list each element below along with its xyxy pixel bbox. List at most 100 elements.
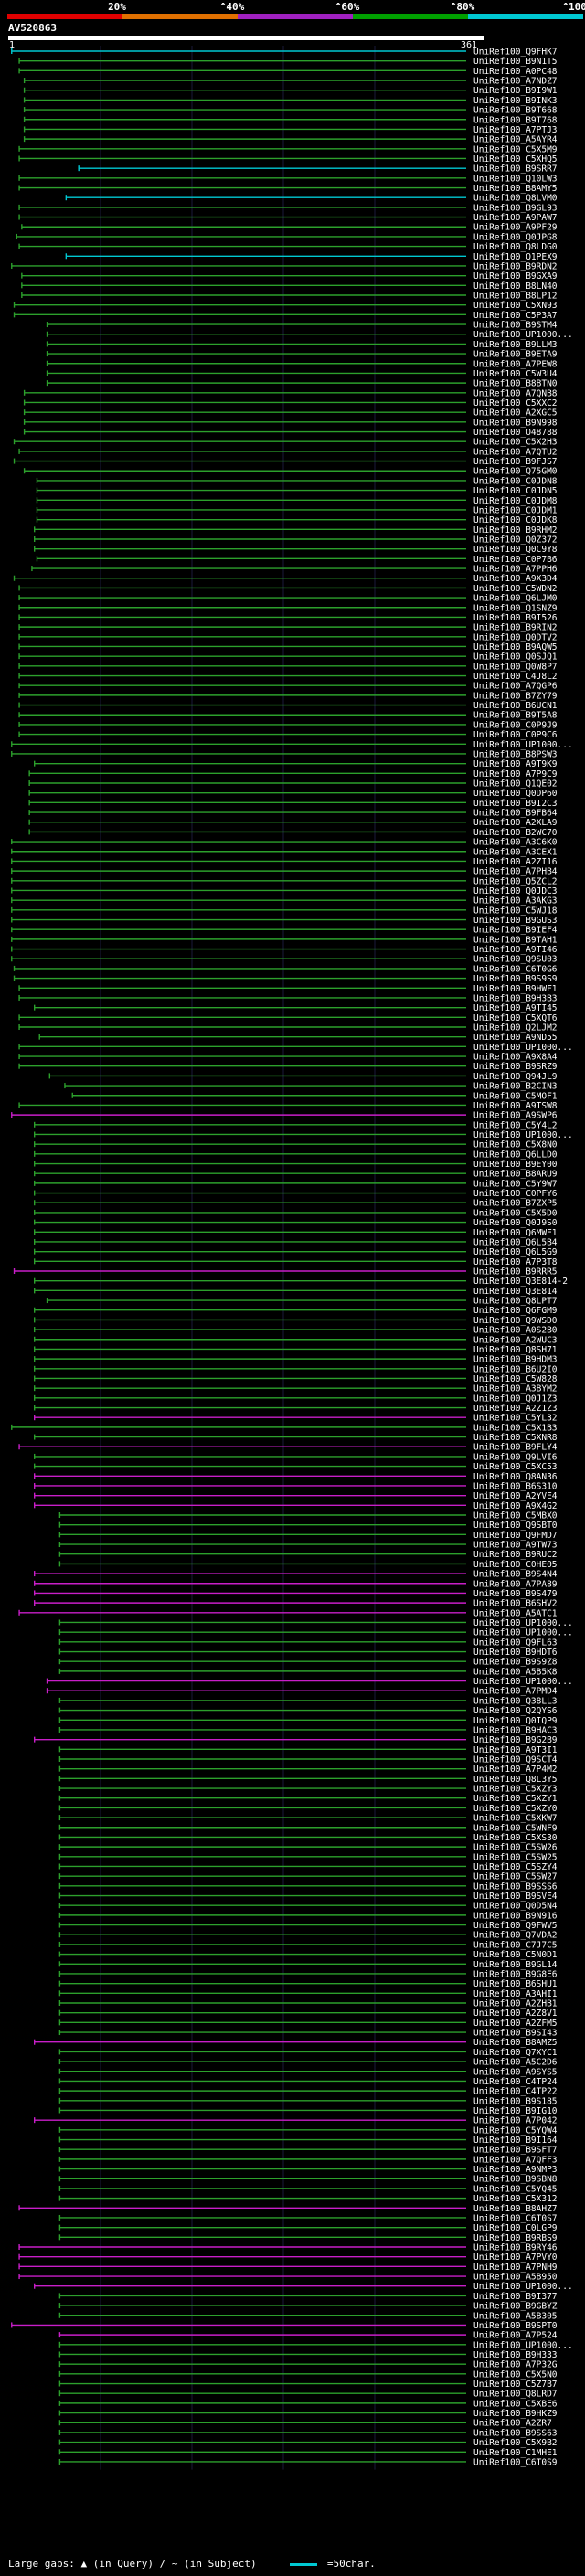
query-bar — [8, 36, 484, 40]
hit-label: UniRef100_B9I526 — [473, 613, 558, 623]
query-start-tick: 1 — [9, 40, 16, 50]
hit-label: UniRef100_B8ARU9 — [473, 1170, 558, 1180]
hit-label: UniRef100_B9ETA9 — [473, 350, 558, 360]
hit-label: UniRef100_C5XBE6 — [473, 2399, 558, 2409]
hit-label: UniRef100_Q0JPG8 — [473, 232, 558, 242]
hit-label: UniRef100_C4TP22 — [473, 2087, 558, 2097]
hit-label: UniRef100_A9SYS5 — [473, 2067, 558, 2077]
hit-label: UniRef100_A0PC48 — [473, 67, 558, 77]
hit-label: UniRef100_C1MHE1 — [473, 2448, 558, 2458]
legend-label: 20% — [108, 1, 126, 13]
hit-label: UniRef100_A5B950 — [473, 2273, 558, 2283]
hit-label: UniRef100_B9HAC3 — [473, 1725, 558, 1735]
hit-label: UniRef100_A7P042 — [473, 2116, 558, 2126]
hit-label: UniRef100_Q6L5B4 — [473, 1237, 558, 1247]
hit-label: UniRef100_B9SS63 — [473, 2428, 558, 2438]
hit-label: UniRef100_A9X8A4 — [473, 1053, 558, 1063]
query-title: AV520863 — [8, 22, 57, 34]
hit-label: UniRef100_Q9LVI6 — [473, 1452, 558, 1462]
hit-label: UniRef100_Q8L3Y5 — [473, 1775, 558, 1785]
hit-label: UniRef100_A9NMP3 — [473, 2165, 558, 2175]
hit-label: UniRef100_Q0DP60 — [473, 789, 558, 799]
hit-label: UniRef100_C5YQW4 — [473, 2125, 558, 2136]
hit-label: UniRef100_Q3E814 — [473, 1287, 558, 1297]
hit-label: UniRef100_C0JDN8 — [473, 476, 558, 486]
hit-label: UniRef100_Q0JDC3 — [473, 886, 558, 896]
hit-label: UniRef100_B9S9S9 — [473, 974, 558, 984]
hit-label: UniRef100_A9X3D4 — [473, 574, 558, 584]
hit-label: UniRef100_B9AQW5 — [473, 642, 558, 652]
hit-label: UniRef100_A9TI46 — [473, 945, 558, 955]
hit-label: UniRef100_A2YVE4 — [473, 1491, 558, 1501]
hit-label: UniRef100_C5SW26 — [473, 1843, 558, 1853]
hit-label: UniRef100_C5XS30 — [473, 1833, 558, 1843]
hit-label: UniRef100_UP1000... — [473, 1043, 573, 1053]
hit-label: UniRef100_C6T0S7 — [473, 2213, 558, 2223]
hit-label: UniRef100_B7ZXP5 — [473, 1199, 558, 1209]
hit-label: UniRef100_B9LLM3 — [473, 340, 558, 350]
scale-line — [290, 2562, 318, 2566]
hit-label: UniRef100_Q6LLD0 — [473, 1150, 558, 1160]
hit-label: UniRef100_C5X9B2 — [473, 2438, 558, 2448]
hit-label: UniRef100_A2XGC5 — [473, 408, 558, 419]
hit-label: UniRef100_B9H3B3 — [473, 993, 558, 1003]
hit-label: UniRef100_C5X5M9 — [473, 144, 558, 154]
hit-label: UniRef100_B9HWF1 — [473, 984, 558, 994]
hit-label: UniRef100_A7QTU2 — [473, 447, 558, 457]
hit-label: UniRef100_A2ZR7 — [473, 2419, 552, 2429]
hit-label: UniRef100_A5C2D6 — [473, 2058, 558, 2068]
hit-label: UniRef100_C5P3A7 — [473, 311, 558, 321]
hit-label: UniRef100_C5X5N0 — [473, 2369, 558, 2380]
hit-label: UniRef100_B9RUC2 — [473, 1550, 558, 1560]
hit-label: UniRef100_C5X1B3 — [473, 1423, 558, 1433]
hit-label: UniRef100_C5XHQ5 — [473, 154, 558, 164]
hit-label: UniRef100_B9S479 — [473, 1589, 558, 1599]
hit-label: UniRef100_A7QFF3 — [473, 2155, 558, 2165]
hit-label: UniRef100_C5XZY1 — [473, 1794, 558, 1804]
hit-label: UniRef100_B9INK3 — [473, 96, 558, 106]
hit-label: UniRef100_Q0Z372 — [473, 535, 558, 546]
hit-label: UniRef100_Q38LL3 — [473, 1696, 558, 1706]
hit-label: UniRef100_Q8LRD7 — [473, 2390, 558, 2400]
hit-label: UniRef100_Q8LPT7 — [473, 1297, 558, 1307]
hit-label: UniRef100_Q75GM0 — [473, 467, 558, 477]
hit-label: UniRef100_B9GL93 — [473, 203, 558, 213]
hit-label: UniRef100_C5XQT6 — [473, 1013, 558, 1023]
hit-label: UniRef100_Q0D5N4 — [473, 1902, 558, 1912]
hit-label: UniRef100_A9TW73 — [473, 1541, 558, 1551]
hit-label: UniRef100_C5X5D0 — [473, 1208, 558, 1218]
hit-label: UniRef100_Q9SCT4 — [473, 1755, 558, 1765]
hit-label: UniRef100_B9IEF4 — [473, 926, 558, 936]
hit-label: UniRef100_B9G2B9 — [473, 1735, 558, 1745]
hit-label: UniRef100_B9RIN2 — [473, 623, 558, 633]
hit-label: UniRef100_C5X2H3 — [473, 438, 558, 448]
legend-label: ^40% — [219, 1, 245, 13]
hit-label: UniRef100_B9FJS7 — [473, 457, 558, 467]
hit-label: UniRef100_C0P9C6 — [473, 730, 558, 740]
hit-label: UniRef100_Q8LVM0 — [473, 194, 558, 204]
hit-label: UniRef100_B9G8E6 — [473, 1969, 558, 1979]
hit-label: UniRef100_B8AHZ7 — [473, 2204, 558, 2214]
alignment-plot: UniRef100_Q9FHK7UniRef100_B9N1T5UniRef10… — [11, 46, 573, 2470]
hit-label: UniRef100_Q8SH71 — [473, 1345, 558, 1355]
hit-label: UniRef100_A2Z1Z3 — [473, 1404, 558, 1414]
hit-label: UniRef100_A7P32G — [473, 2360, 558, 2370]
hit-label: UniRef100_Q94JL9 — [473, 1072, 558, 1082]
hit-label: UniRef100_C0PFY6 — [473, 1189, 558, 1199]
hit-label: UniRef100_A2WUC3 — [473, 1335, 558, 1345]
hit-label: UniRef100_B9SFT7 — [473, 2146, 558, 2156]
hit-label: UniRef100_A3AHI1 — [473, 1989, 558, 1999]
hit-label: UniRef100_A7PPH6 — [473, 565, 558, 575]
hit-label: UniRef100_C5Y9W7 — [473, 1179, 558, 1189]
tilde-icon: ~ — [171, 2558, 178, 2570]
hit-label: UniRef100_A3CEX1 — [473, 847, 558, 857]
hit-label: UniRef100_B9I2C3 — [473, 799, 558, 809]
hit-label: UniRef100_A7P9C9 — [473, 769, 558, 779]
hit-label: UniRef100_B9RRR5 — [473, 1267, 558, 1277]
hit-label: UniRef100_C6T0G6 — [473, 964, 558, 974]
hit-label: UniRef100_Q0J9S0 — [473, 1218, 558, 1228]
hit-label: UniRef100_C0LGP9 — [473, 2223, 558, 2233]
hit-label: UniRef100_Q2QYS6 — [473, 1706, 558, 1716]
hit-label: UniRef100_C5SZY4 — [473, 1862, 558, 1872]
